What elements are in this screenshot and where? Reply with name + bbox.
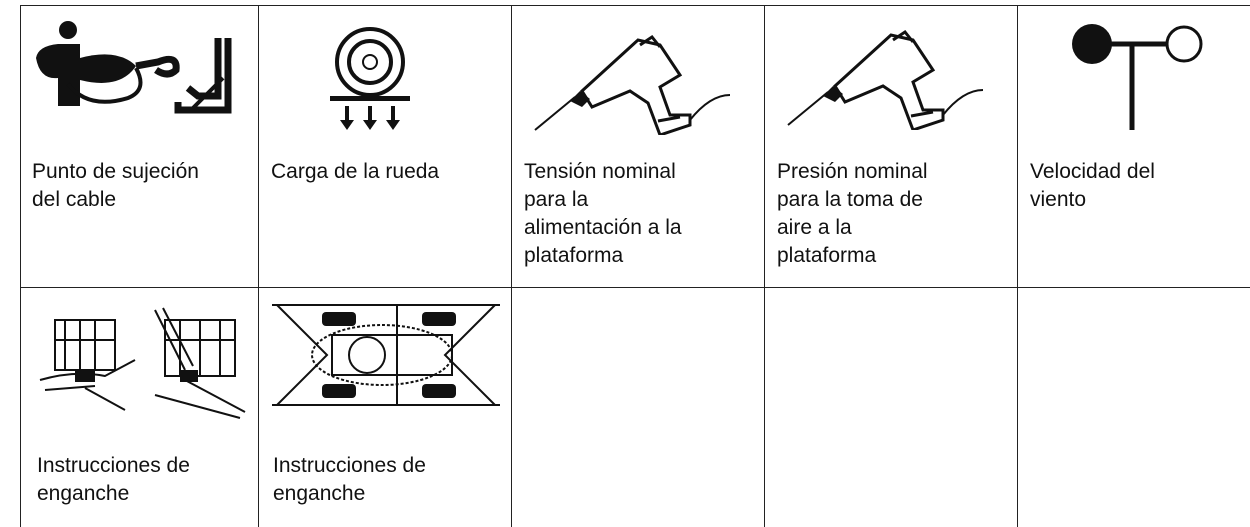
cell-label: Velocidad del viento	[1030, 158, 1155, 214]
column-divider	[1017, 5, 1018, 527]
cell-label: Punto de sujeción del cable	[32, 158, 199, 214]
air-tool-icon	[787, 29, 984, 130]
label-line: aire a la	[777, 216, 852, 239]
column-divider	[20, 5, 21, 527]
label-line: Instrucciones de	[273, 454, 426, 477]
hitch-diagram-icon	[272, 304, 500, 406]
row-divider	[20, 287, 1250, 288]
cable-attachment-icon	[36, 21, 232, 114]
wind-speed-icon	[1072, 24, 1203, 130]
label-line: plataforma	[777, 244, 877, 267]
column-divider	[258, 5, 259, 527]
label-line: plataforma	[524, 244, 624, 267]
label-line: del cable	[32, 188, 117, 211]
label-line: enganche	[273, 482, 366, 505]
label-line: Instrucciones de	[37, 454, 190, 477]
cell-label: Carga de la rueda	[271, 158, 439, 186]
label-line: Presión nominal	[777, 160, 928, 183]
label-line: para la toma de	[777, 188, 923, 211]
cell-label: Presión nominal para la toma de aire a l…	[777, 158, 928, 270]
table-border	[20, 5, 1250, 6]
label-line: Punto de sujeción	[32, 160, 199, 183]
label-line: alimentación a la	[524, 216, 682, 239]
label-line: Tensión nominal	[524, 160, 676, 183]
hitch-instructions-icon	[39, 307, 246, 419]
power-tool-icon	[534, 34, 731, 135]
cell-label: Tensión nominal para la alimentación a l…	[524, 158, 682, 270]
label-line: enganche	[37, 482, 130, 505]
label-line: viento	[1030, 188, 1087, 211]
wheel-load-icon	[330, 27, 410, 130]
label-line: para la	[524, 188, 589, 211]
column-divider	[511, 5, 512, 527]
label-line: Carga de la rueda	[271, 160, 440, 183]
label-line: Velocidad del	[1030, 160, 1155, 183]
cell-label: Instrucciones de enganche	[37, 452, 190, 508]
cell-label: Instrucciones de enganche	[273, 452, 426, 508]
column-divider	[764, 5, 765, 527]
